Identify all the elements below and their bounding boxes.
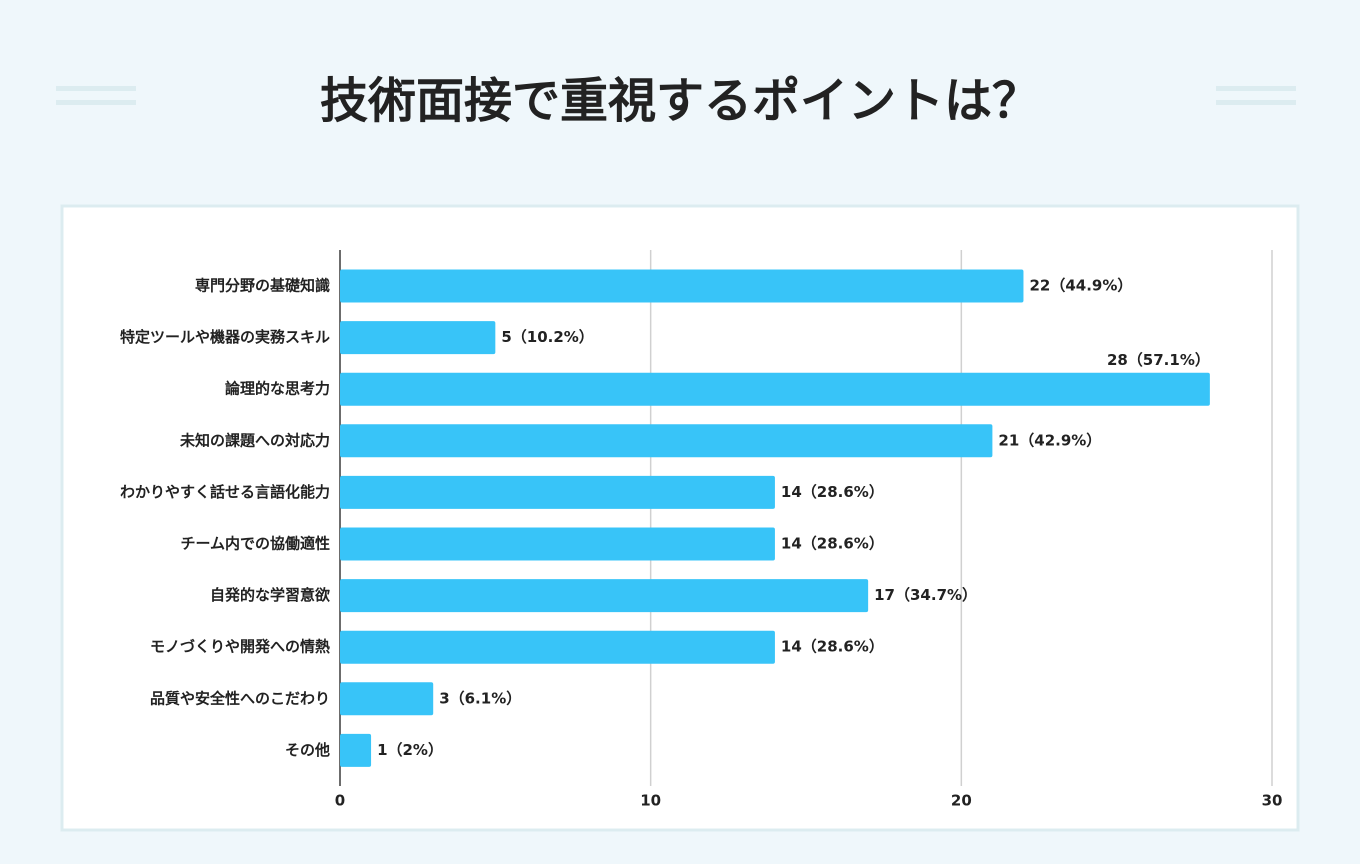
bar [340, 630, 775, 664]
y-tick-label: チーム内での協働適性 [180, 535, 330, 553]
bar [340, 269, 1024, 303]
data-label: 17（34.7%） [874, 586, 977, 604]
x-tick-label: 20 [951, 792, 972, 810]
y-tick-label: 論理的な思考力 [225, 380, 330, 398]
chart-title: 技術面接で重視するポイントは？ [320, 73, 1040, 129]
y-tick-label: その他 [285, 741, 330, 759]
y-tick-label: 特定ツールや機器の実務スキル [120, 328, 330, 346]
bar [340, 321, 496, 355]
bar [340, 733, 372, 767]
y-tick-label: 品質や安全性へのこだわり [150, 689, 330, 707]
data-label: 14（28.6%） [781, 535, 884, 553]
data-label: 22（44.9%） [1029, 277, 1132, 295]
x-tick-label: 0 [335, 792, 345, 810]
data-label: 14（28.6%） [781, 483, 884, 501]
x-tick-label: 10 [640, 792, 661, 810]
x-tick-label: 30 [1262, 792, 1283, 810]
bar [340, 527, 775, 561]
title-decoration [56, 86, 1296, 105]
y-tick-label: 自発的な学習意欲 [210, 586, 330, 604]
data-label: 14（28.6%） [781, 638, 884, 656]
data-label: 5（10.2%） [501, 328, 593, 346]
data-label: 1（2%） [377, 741, 443, 759]
bar [340, 579, 869, 613]
y-tick-label: 専門分野の基礎知識 [195, 277, 330, 295]
data-label: 3（6.1%） [439, 689, 521, 707]
bar [340, 424, 993, 458]
plot-panel [60, 204, 1300, 832]
bar [340, 372, 1210, 406]
y-tick-label: わかりやすく話せる言語化能力 [120, 483, 330, 501]
bar [340, 475, 775, 509]
data-label: 28（57.1%） [1107, 351, 1210, 369]
bar [340, 682, 434, 716]
data-label: 21（42.9%） [998, 431, 1101, 449]
y-tick-label: 未知の課題への対応力 [179, 431, 330, 449]
y-tick-label: モノづくりや開発への情熱 [150, 638, 330, 656]
